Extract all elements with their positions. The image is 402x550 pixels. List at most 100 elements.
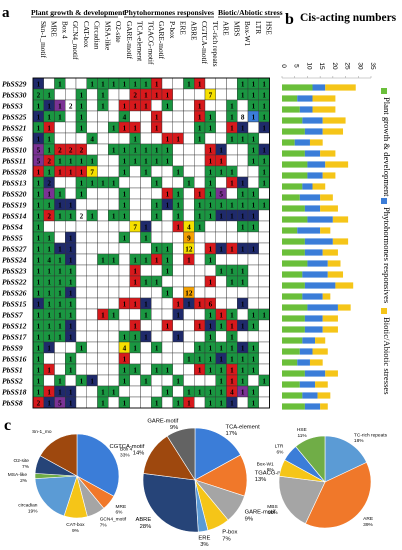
heatmap-cell-value: 7 <box>209 91 213 99</box>
heatmap-cell-value: 1 <box>209 278 213 286</box>
bar-segment <box>299 348 313 355</box>
heatmap-cell <box>129 110 141 123</box>
heatmap-cell <box>151 99 163 112</box>
heatmap-cell <box>86 121 98 134</box>
heatmap-cell-value: 1 <box>241 377 245 385</box>
heatmap-cell <box>172 341 184 354</box>
heatmap-cell <box>194 286 206 299</box>
bar-segment <box>297 359 310 366</box>
heatmap-cell-value: 1 <box>198 322 202 330</box>
bar-segment <box>282 194 300 201</box>
heatmap-cell <box>258 264 270 277</box>
pie-slice-percent: 6% <box>267 467 275 473</box>
pie-slice-percent: 39% <box>363 522 373 528</box>
heatmap-cell-value: 1 <box>187 399 191 407</box>
heatmap-cell <box>172 319 184 332</box>
pie-slice-percent: 6% <box>116 510 124 516</box>
heatmap-cell <box>140 132 152 145</box>
heatmap-cell-value: 1 <box>155 157 159 165</box>
heatmap-cell-value: 1 <box>176 168 180 176</box>
heatmap-cell-value: 1 <box>123 80 127 88</box>
heatmap-cell-value: 1 <box>144 333 148 341</box>
bar-segment <box>304 315 323 322</box>
heatmap-cell-value: 1 <box>90 179 94 187</box>
bar-segment <box>299 381 316 388</box>
heatmap-cell <box>108 88 120 101</box>
heatmap-cell <box>129 165 141 178</box>
heatmap-cell <box>97 341 109 354</box>
pie-slice <box>166 427 196 482</box>
heatmap-cell-value: 1 <box>241 344 245 352</box>
bar-segment <box>322 117 346 124</box>
heatmap-cell-value: 1 <box>198 124 202 132</box>
bar-segment <box>282 337 303 344</box>
heatmap-cell-value: 1 <box>166 322 170 330</box>
bar-segment <box>282 117 303 124</box>
heatmap-cell-value: 1 <box>101 80 105 88</box>
heatmap-cell-value: 1 <box>262 377 266 385</box>
bar-segment <box>282 370 305 377</box>
heatmap-cell-value: 1 <box>176 399 180 407</box>
heatmap-cell <box>75 220 87 233</box>
heatmap-cell <box>97 121 109 134</box>
pie-slice-percent: 9% <box>72 528 80 534</box>
bar-legend-label: Biotic/Abiotic stresses <box>382 317 392 395</box>
heatmap-cell <box>258 330 270 343</box>
heatmap-cell <box>258 231 270 244</box>
heatmap-cell-value: 5 <box>37 146 41 154</box>
bar-chart-tick-label: 25 <box>344 62 351 70</box>
heatmap-cell <box>237 231 249 244</box>
heatmap-cell-value: 1 <box>144 256 148 264</box>
heatmap-cell <box>258 319 270 332</box>
bar-segment <box>282 172 308 179</box>
heatmap-cell <box>97 330 109 343</box>
heatmap-cell-value: 1 <box>219 212 223 220</box>
bar-segment <box>332 238 349 245</box>
heatmap-cell-value: 1 <box>58 80 62 88</box>
heatmap-cell <box>108 220 120 233</box>
heatmap-cell <box>86 187 98 200</box>
bar-legend-swatch <box>381 88 387 94</box>
bar-segment <box>320 205 338 212</box>
heatmap-cell-value: 1 <box>47 289 51 297</box>
heatmap-cell-value: 1 <box>252 201 256 209</box>
heatmap-cell-value: 1 <box>133 366 137 374</box>
heatmap-cell-value: 1 <box>230 366 234 374</box>
heatmap-cell <box>204 220 216 233</box>
heatmap-cell-value: 1 <box>230 245 234 253</box>
heatmap-column-header: ERE <box>179 21 188 35</box>
heatmap-cell-value: 1 <box>166 91 170 99</box>
heatmap-cell-value: 1 <box>101 388 105 396</box>
heatmap-row-label: PbSS23 <box>2 267 27 276</box>
heatmap-cell-value: 1 <box>58 289 62 297</box>
heatmap-cell <box>129 396 141 409</box>
pie-slice-label: MRE <box>116 504 127 510</box>
heatmap-cell <box>97 209 109 222</box>
heatmap-cell-value: 1 <box>176 300 180 308</box>
heatmap-column-header: GCN4_motif <box>71 21 80 60</box>
heatmap-cell <box>172 121 184 134</box>
heatmap-cell <box>194 176 206 189</box>
heatmap-cell-value: 1 <box>198 223 202 231</box>
heatmap-cell-value: 1 <box>230 102 234 110</box>
heatmap-cell-value: 1 <box>155 256 159 264</box>
heatmap-cell-value: 1 <box>133 124 137 132</box>
heatmap-cell <box>54 352 66 365</box>
heatmap-cell-value: 1 <box>47 135 51 143</box>
heatmap-cell-value: 1 <box>166 157 170 165</box>
panel-letter-c: c <box>4 417 11 434</box>
heatmap-cell <box>75 286 87 299</box>
heatmap-cell <box>108 165 120 178</box>
bar-legend-swatch <box>381 198 387 204</box>
heatmap-cell-value: 1 <box>230 113 234 121</box>
heatmap-cell-value: 1 <box>155 146 159 154</box>
bar-chart-tick-label: 35 <box>369 62 376 70</box>
heatmap-cell <box>226 77 238 90</box>
heatmap-cell-value: 1 <box>144 146 148 154</box>
heatmap-cell <box>161 110 173 123</box>
heatmap-cell-value: 1 <box>209 179 213 187</box>
heatmap-cell <box>118 253 130 266</box>
bar-segment <box>309 359 323 366</box>
heatmap-cell-value: 1 <box>58 267 62 275</box>
heatmap-cell-value: 1 <box>37 179 41 187</box>
